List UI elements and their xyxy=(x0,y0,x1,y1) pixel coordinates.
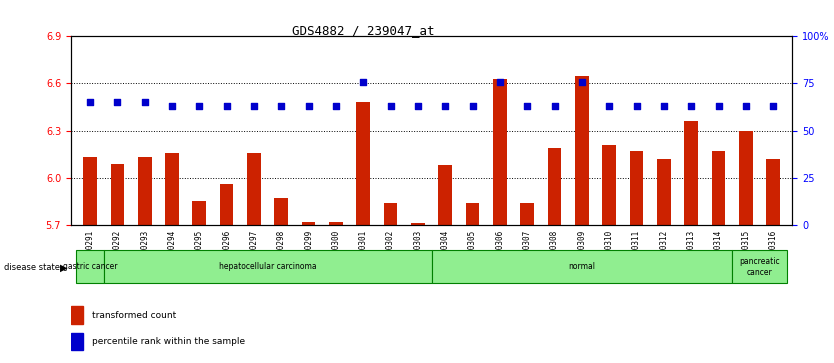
Bar xyxy=(83,158,97,225)
Point xyxy=(220,103,234,109)
Point xyxy=(138,99,151,105)
Point xyxy=(548,103,561,109)
Bar xyxy=(766,159,780,225)
Bar xyxy=(71,333,83,350)
Bar xyxy=(71,306,83,324)
Point xyxy=(248,103,261,109)
Text: disease state: disease state xyxy=(4,264,60,272)
Text: transformed count: transformed count xyxy=(92,311,176,319)
Point xyxy=(111,99,124,105)
Point xyxy=(329,103,343,109)
Point xyxy=(302,103,315,109)
Bar xyxy=(356,102,370,225)
Point xyxy=(766,103,780,109)
Point xyxy=(657,103,671,109)
Point xyxy=(575,79,589,85)
Bar xyxy=(329,222,343,225)
Bar xyxy=(575,76,589,225)
Bar xyxy=(247,153,261,225)
Bar xyxy=(274,198,288,225)
Point xyxy=(630,103,643,109)
Bar xyxy=(685,121,698,225)
Bar xyxy=(739,131,752,225)
Point xyxy=(685,103,698,109)
Bar xyxy=(602,145,616,225)
Point xyxy=(493,79,506,85)
Bar xyxy=(193,201,206,225)
Bar xyxy=(411,224,425,225)
Text: normal: normal xyxy=(569,262,595,271)
Bar xyxy=(520,203,534,225)
Text: gastric cancer: gastric cancer xyxy=(63,262,118,271)
FancyBboxPatch shape xyxy=(732,250,786,283)
Point xyxy=(274,103,288,109)
Bar xyxy=(384,203,398,225)
Point xyxy=(357,79,370,85)
FancyBboxPatch shape xyxy=(77,250,103,283)
Point xyxy=(83,99,97,105)
Bar xyxy=(657,159,671,225)
Point xyxy=(165,103,178,109)
Bar xyxy=(138,158,152,225)
Point xyxy=(466,103,480,109)
Text: pancreatic
cancer: pancreatic cancer xyxy=(739,257,780,277)
Text: GDS4882 / 239047_at: GDS4882 / 239047_at xyxy=(292,24,435,37)
Bar xyxy=(439,165,452,225)
Bar xyxy=(493,79,507,225)
Bar xyxy=(548,148,561,225)
Bar xyxy=(711,151,726,225)
Point xyxy=(602,103,615,109)
Point xyxy=(193,103,206,109)
Bar xyxy=(111,164,124,225)
Bar xyxy=(630,151,643,225)
Point xyxy=(411,103,425,109)
Point xyxy=(520,103,534,109)
FancyBboxPatch shape xyxy=(432,250,732,283)
Text: hepatocellular carcinoma: hepatocellular carcinoma xyxy=(219,262,316,271)
Bar xyxy=(302,222,315,225)
Bar xyxy=(465,203,480,225)
Point xyxy=(712,103,726,109)
Point xyxy=(384,103,397,109)
Text: ▶: ▶ xyxy=(60,263,68,273)
FancyBboxPatch shape xyxy=(103,250,432,283)
Point xyxy=(439,103,452,109)
Bar xyxy=(220,184,234,225)
Bar xyxy=(165,153,178,225)
Text: percentile rank within the sample: percentile rank within the sample xyxy=(92,337,245,346)
Point xyxy=(739,103,752,109)
